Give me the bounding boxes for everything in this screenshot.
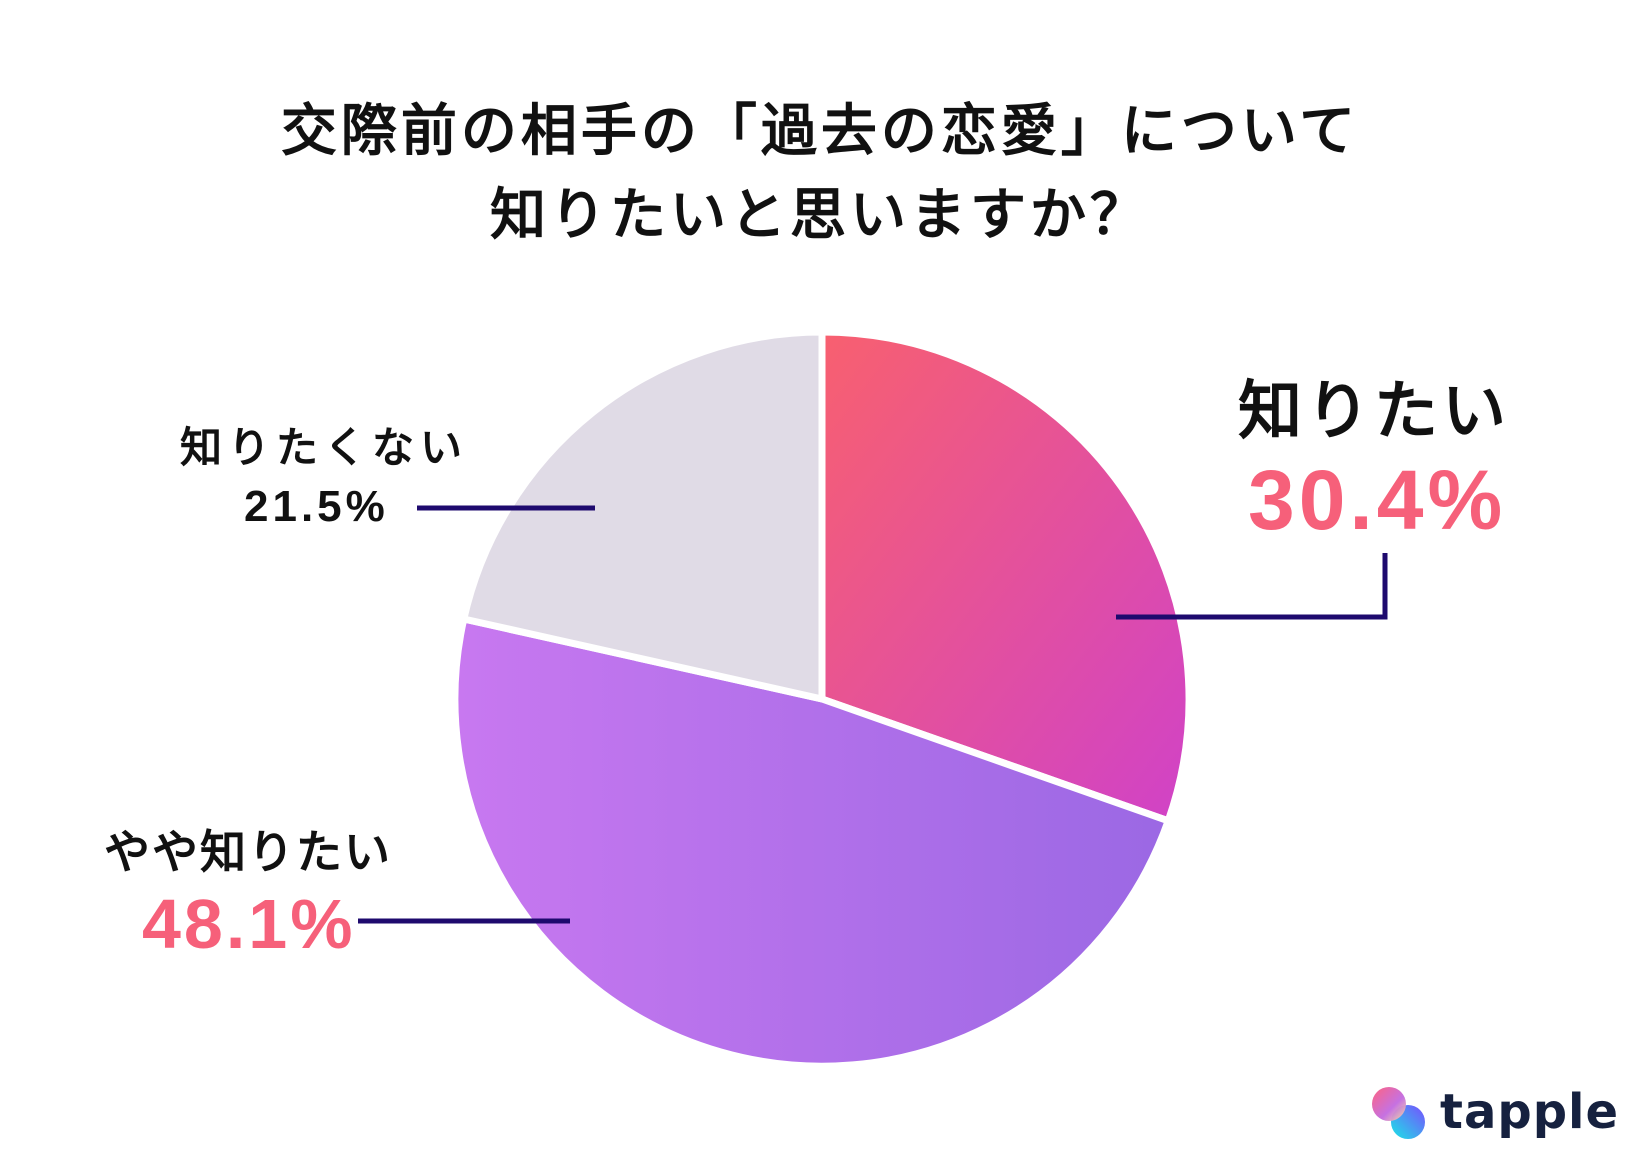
slice-not-know [460,328,826,703]
value-not-know: 21.5% [244,482,389,531]
chart-title-line1: 交際前の相手の「過去の恋愛」について [280,99,1360,164]
tapple-logo: tapple [1370,1084,1619,1140]
tapple-logo-text: tapple [1440,1084,1620,1140]
label-not-know: 知りたくない [180,423,469,472]
slice-somewhat [451,615,1172,1070]
slice-know [818,328,1193,825]
chart-title-line2: 知りたいと思いますか？ [490,183,1150,248]
value-know: 30.4% [1248,453,1507,547]
value-somewhat: 48.1% [142,885,356,963]
label-know: 知りたい [1238,375,1510,449]
label-somewhat: やや知りたい [104,825,392,879]
leader-line-know [1116,553,1388,620]
tapple-logo-icon [1372,1087,1425,1139]
